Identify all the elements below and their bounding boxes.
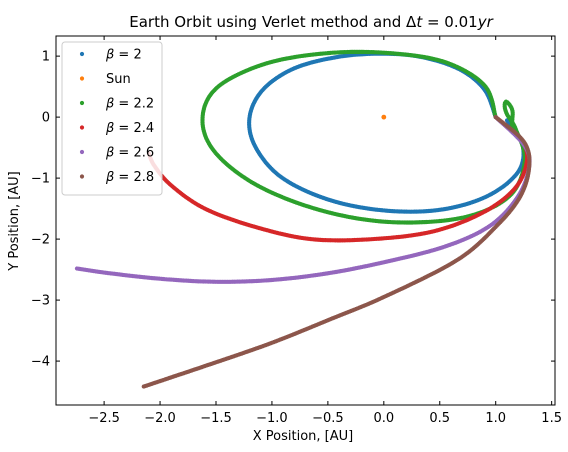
plot-area: −2.5 −2.0 −1.5 −1.0 −0.5 0.0 0.5 1.0 1.5 −4 −3 −2 −1… [31,35,562,426]
y-tick-label: −3 [31,294,50,309]
y-tick-label: 0 [42,111,50,126]
legend-box [61,41,163,196]
y-tick-label: −2 [31,233,50,248]
series-point [381,114,387,120]
x-tick-label: −2.5 [88,411,120,426]
legend-label: β = 2 [105,48,142,63]
x-tick-label: 0.5 [429,411,450,426]
legend-label: β = 2.4 [105,121,154,136]
x-tick-label: −1.0 [256,411,288,426]
series-trail [141,115,532,389]
chart-title: Earth Orbit using Verlet method and Δt =… [129,13,493,31]
series-2 [200,49,527,225]
x-tick-label: 1.5 [541,411,562,426]
x-tick-label: 1.0 [485,411,506,426]
legend-marker [79,174,85,179]
legend-label: Sun [106,72,131,87]
series-5 [141,115,532,389]
legend-marker [79,149,85,155]
legend-marker [79,125,85,130]
legend-marker [79,51,85,57]
y-tick-label: −1 [31,172,50,187]
plot-frame [55,35,556,406]
x-tick-label: 0.0 [373,411,394,426]
y-tick-label: 1 [42,50,50,65]
legend-label: β = 2.2 [105,97,154,112]
x-axis-label: X Position, [AU] [253,429,353,444]
y-axis-label: Y Position, [AU] [7,171,22,272]
x-tick-label: −0.5 [312,411,344,426]
series-trail [200,49,527,225]
legend-label: β = 2.8 [105,170,154,185]
legend: β = 2 Sun β = 2.2 β = 2.4 β = 2.6 β = 2.8 [61,41,163,196]
legend-label: β = 2.6 [105,146,154,161]
x-tick-label: −2.0 [144,411,176,426]
legend-marker [79,100,85,106]
series-trail [146,115,530,243]
series-1 [381,114,387,120]
legend-marker [79,76,85,81]
series-3 [146,115,530,243]
x-tick-label: −1.5 [200,411,232,426]
y-tick-label: −4 [31,355,50,370]
